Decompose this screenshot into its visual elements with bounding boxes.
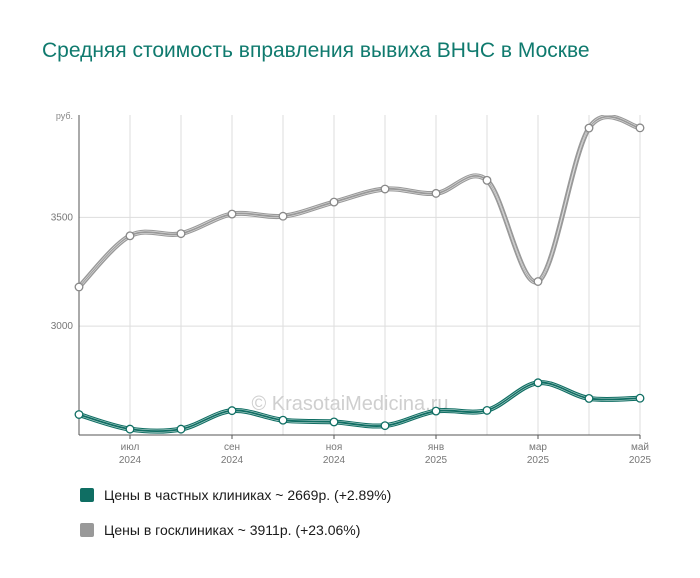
data-point-private xyxy=(635,393,645,403)
data-point-public xyxy=(329,197,339,207)
grid-lines xyxy=(78,115,641,435)
data-point-private xyxy=(125,424,135,434)
legend-label-public: Цены в госклиниках ~ 3911р. (+23.06%) xyxy=(104,522,361,538)
data-point-private xyxy=(176,424,186,434)
series-highlight-public xyxy=(78,117,641,289)
series-line-public xyxy=(76,115,643,290)
watermark: © KrasotaiMedicina.ru xyxy=(251,393,448,415)
x-tick-month: сен xyxy=(224,442,240,453)
data-point-private xyxy=(482,405,492,415)
data-point-private xyxy=(431,406,441,416)
y-tick-label: 3000 xyxy=(51,321,74,332)
data-point-private xyxy=(380,421,390,431)
data-point-private xyxy=(227,406,237,416)
data-point-private xyxy=(584,393,594,403)
series xyxy=(76,115,643,434)
series-highlight-public xyxy=(78,115,641,286)
data-point-public xyxy=(380,184,390,194)
legend-label-private: Цены в частных клиниках ~ 2669р. (+2.89%… xyxy=(104,487,392,503)
x-tick-month: ноя xyxy=(326,442,343,453)
data-point-public xyxy=(227,209,237,219)
data-point-public xyxy=(635,123,645,133)
x-tick-year: 2025 xyxy=(629,455,652,466)
data-point-public xyxy=(584,123,594,133)
x-tick-year: 2025 xyxy=(425,455,448,466)
data-point-private xyxy=(278,415,288,425)
data-point-private xyxy=(533,378,543,388)
data-point-public xyxy=(533,277,543,286)
y-tick-label: 3500 xyxy=(51,212,74,223)
y-unit-label: руб. xyxy=(56,111,73,121)
x-tick-month: мар xyxy=(529,442,547,453)
legend-swatch-public xyxy=(80,523,94,537)
x-tick-year: 2025 xyxy=(527,455,550,466)
data-point-private xyxy=(74,410,84,419)
x-tick-month: май xyxy=(631,442,649,453)
legend-item-private[interactable]: Цены в частных клиниках ~ 2669р. (+2.89%… xyxy=(80,485,391,505)
x-tick-month: янв xyxy=(428,442,444,453)
data-point-private xyxy=(329,417,339,427)
data-point-public xyxy=(125,231,135,241)
x-tick-year: 2024 xyxy=(119,455,142,466)
x-tick-year: 2024 xyxy=(323,455,346,466)
chart-title: Средняя стоимость вправления вывиха ВНЧС… xyxy=(42,39,590,62)
x-tick-month: июл xyxy=(121,442,140,453)
data-point-public xyxy=(431,188,441,198)
data-point-public xyxy=(278,211,288,221)
x-tick-year: 2024 xyxy=(221,455,244,466)
legend-swatch-private xyxy=(80,488,94,502)
data-point-public xyxy=(74,282,84,292)
legend-item-public[interactable]: Цены в госклиниках ~ 3911р. (+23.06%) xyxy=(80,520,360,540)
data-points xyxy=(74,123,645,434)
data-point-public xyxy=(482,175,492,185)
data-point-public xyxy=(176,229,186,239)
axes: 3000 3500 руб. июл 2024 сен 2024 ноя 2024 янв 2025… xyxy=(51,111,652,466)
